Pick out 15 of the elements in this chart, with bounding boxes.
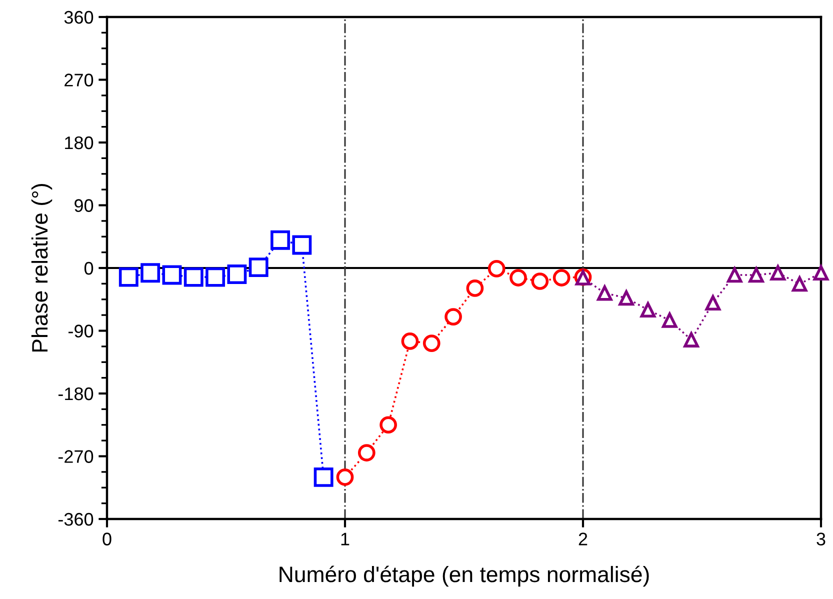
x-axis-title: Numéro d'étape (en temps normalisé): [280, 566, 649, 587]
y-tick-label: -180: [58, 387, 94, 400]
x-tick-label: 1: [341, 532, 350, 546]
y-tick-label: 90: [74, 199, 94, 212]
y-tick-label: -270: [58, 450, 94, 463]
y-tick-label: 180: [65, 136, 94, 150]
y-tick-label: -360: [58, 512, 94, 526]
x-tick-label: 3: [816, 532, 826, 546]
y-tick-label: 270: [64, 74, 94, 86]
y-tick-label: 0: [84, 262, 94, 275]
x-tick-label: 2: [578, 532, 588, 546]
y-tick-label: 360: [64, 10, 94, 24]
y-axis-title: Phase relative (°): [31, 184, 52, 352]
y-tick-label: -90: [68, 324, 94, 338]
x-tick-label: 0: [102, 532, 112, 546]
